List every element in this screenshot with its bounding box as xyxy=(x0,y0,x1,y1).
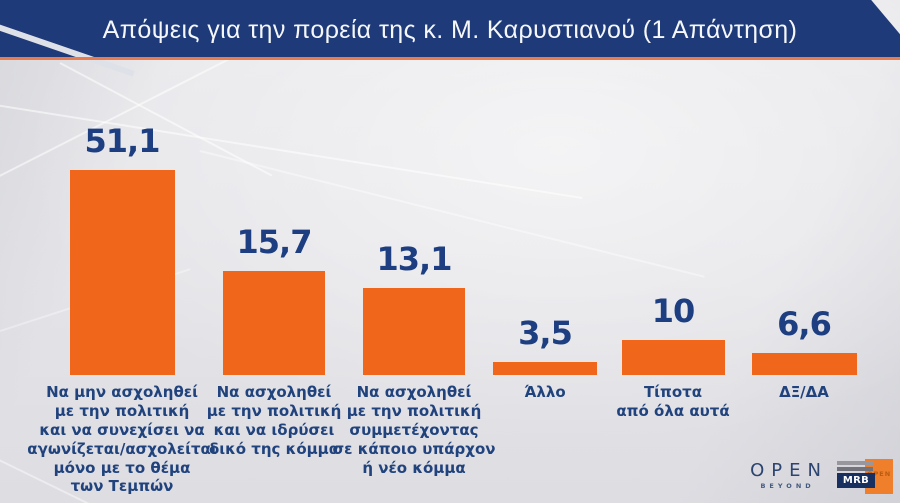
chart-title: Απόψεις για την πορεία της κ. Μ. Καρυστι… xyxy=(102,16,798,44)
chart-column: 15,7 Να ασχοληθεί με την πολιτική και να … xyxy=(207,88,342,459)
chart-column: 6,6 ΔΞ/ΔΑ xyxy=(750,88,858,402)
mrb-logo-text: MRB xyxy=(842,475,870,486)
mrb-logo: OPEN MRB xyxy=(837,456,893,496)
bar-value-label: 6,6 xyxy=(777,305,832,343)
bar xyxy=(493,362,597,375)
mrb-logo-nameplate: MRB xyxy=(837,473,875,488)
open-logo-word: OPEN xyxy=(750,460,828,481)
bar-value-label: 10 xyxy=(651,292,696,330)
title-bar: Απόψεις για την πορεία της κ. Μ. Καρυστι… xyxy=(0,0,900,57)
bar-value-label: 15,7 xyxy=(236,223,313,261)
category-label: ΔΞ/ΔΑ xyxy=(779,383,829,401)
chart-column: 51,1 Να μην ασχοληθεί με την πολιτική και… xyxy=(27,88,216,496)
bar xyxy=(223,271,325,375)
category-label: Άλλο xyxy=(524,383,566,401)
bar xyxy=(69,170,175,375)
bar xyxy=(621,340,725,375)
chart-column: 10 Τίποτα από όλα αυτά xyxy=(604,88,742,421)
bar-zone: 10 xyxy=(621,88,725,375)
bar-zone: 13,1 xyxy=(363,88,465,375)
open-logo-subword: BEYOND xyxy=(760,482,815,490)
category-label: Να ασχοληθεί με την πολιτική συμμετέχοντ… xyxy=(332,383,496,477)
bar-zone: 6,6 xyxy=(751,88,857,375)
bar xyxy=(363,288,465,375)
mrb-logo-overlay-text: OPEN xyxy=(867,470,892,478)
bar-zone: 51,1 xyxy=(69,88,175,375)
chart-column: 13,1 Να ασχοληθεί με την πολιτική συμμετέ… xyxy=(333,88,496,477)
category-label: Να μην ασχοληθεί με την πολιτική και να … xyxy=(27,383,217,496)
category-label: Τίποτα από όλα αυτά xyxy=(616,383,730,420)
bar-value-label: 51,1 xyxy=(84,122,161,160)
bar-zone: 3,5 xyxy=(493,88,597,375)
mrb-logo-stripe xyxy=(837,461,873,465)
category-label: Να ασχοληθεί με την πολιτική και να ιδρύ… xyxy=(206,383,342,458)
bar-value-label: 3,5 xyxy=(518,314,573,352)
bar xyxy=(751,353,857,375)
title-bar-accent-line xyxy=(0,57,900,60)
mrb-logo-stripe xyxy=(837,467,873,471)
open-beyond-logo: OPEN BEYOND xyxy=(743,460,828,491)
chart-column: 3,5 Άλλο xyxy=(493,88,597,402)
bar-zone: 15,7 xyxy=(223,88,325,375)
bar-chart: 51,1 Να μην ασχοληθεί με την πολιτική και… xyxy=(27,88,858,496)
bar-value-label: 13,1 xyxy=(376,240,453,278)
